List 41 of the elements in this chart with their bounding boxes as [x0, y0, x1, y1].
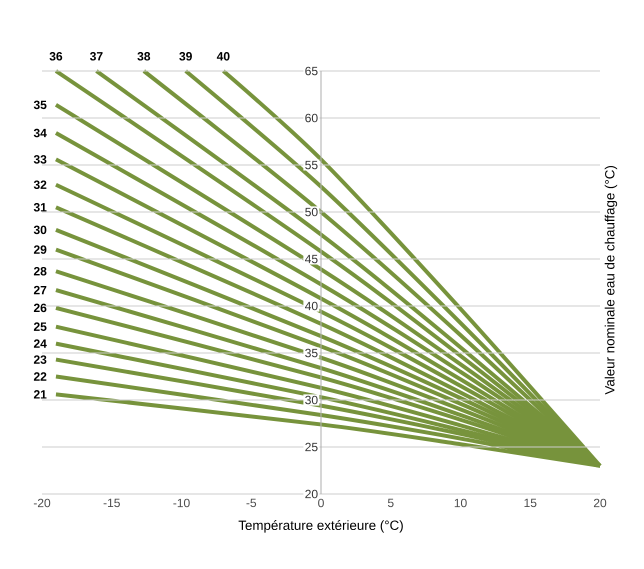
series-label: 33 [34, 155, 46, 164]
y-tick-label: 60 [305, 114, 318, 122]
x-tick-label: -5 [246, 498, 256, 508]
series-label: 21 [34, 390, 46, 399]
x-tick-label: -15 [104, 498, 120, 508]
x-tick-label: 5 [388, 498, 394, 508]
y-tick-label: 65 [305, 66, 318, 76]
series-label: 23 [34, 355, 46, 364]
x-axis-title: Température extérieure (°C) [238, 520, 403, 533]
y-tick-label: 35 [305, 348, 318, 358]
y-axis-title: Valeur nominale eau de chauffage (°C) [604, 166, 618, 394]
series-label: 27 [34, 286, 46, 294]
series-label: 22 [34, 372, 46, 381]
series-label: 34 [34, 128, 47, 138]
x-tick-label: -10 [173, 498, 190, 508]
series-label: 40 [216, 52, 230, 61]
x-tick-label: 20 [594, 498, 606, 508]
y-tick-label: 20 [305, 490, 318, 498]
series-label: 26 [34, 304, 46, 312]
x-tick-label: -20 [34, 498, 50, 508]
series-label: 31 [34, 203, 46, 212]
y-tick-label: 50 [305, 208, 318, 216]
x-tick-label: 15 [524, 498, 536, 508]
y-tick-label: 40 [304, 302, 318, 310]
series-label: 32 [34, 180, 46, 189]
series-label: 25 [34, 322, 46, 331]
y-tick-label: 25 [305, 442, 318, 452]
series-label: 37 [90, 52, 103, 61]
y-tick-label: 45 [304, 254, 318, 264]
series-label: 29 [34, 245, 46, 254]
series-label: 39 [179, 52, 192, 61]
series-label: 35 [34, 100, 46, 110]
x-tick-label: 0 [318, 498, 324, 508]
series-label: 30 [34, 226, 46, 234]
series-label: 38 [137, 52, 150, 61]
series-label: 28 [34, 266, 46, 276]
y-tick-label: 55 [305, 160, 318, 170]
y-tick-label: 30 [305, 396, 318, 404]
series-label: 24 [34, 339, 47, 348]
x-tick-label: 10 [454, 498, 467, 508]
series-label: 36 [50, 52, 62, 61]
